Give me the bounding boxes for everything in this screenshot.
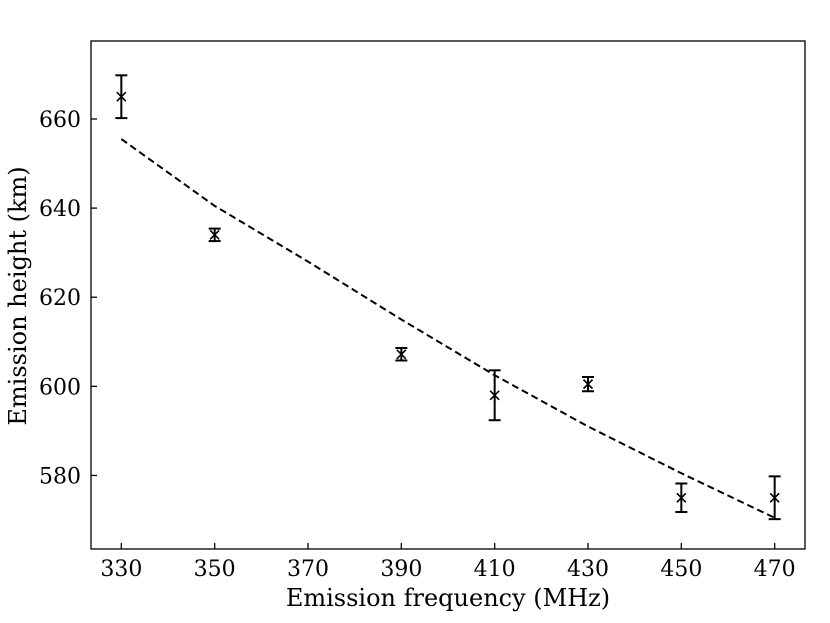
x-marker-stroke bbox=[676, 492, 687, 503]
x-axis-ticks: 330 350 370 390 410 430 450 470 bbox=[100, 543, 796, 582]
y-axis-ticks: 580 600 620 640 660 bbox=[39, 108, 97, 489]
x-marker-stroke bbox=[489, 390, 500, 401]
x-tick-label: 410 bbox=[474, 557, 516, 582]
x-tick-label: 350 bbox=[194, 557, 236, 582]
fit-curve-line bbox=[120, 138, 776, 519]
y-tick-label: 620 bbox=[39, 286, 81, 311]
data-point bbox=[675, 482, 688, 514]
data-points-layer bbox=[115, 74, 781, 521]
x-marker-stroke bbox=[396, 349, 407, 360]
fit-curve-layer bbox=[120, 138, 776, 519]
y-axis-label: Emission height (km) bbox=[4, 166, 32, 425]
data-point bbox=[395, 347, 408, 362]
data-point bbox=[488, 369, 501, 422]
y-tick-label: 660 bbox=[39, 108, 81, 133]
x-tick-label: 470 bbox=[754, 557, 796, 582]
data-point bbox=[768, 475, 781, 521]
x-marker-stroke bbox=[769, 492, 780, 503]
x-marker-stroke bbox=[116, 91, 127, 102]
data-point bbox=[582, 375, 594, 393]
data-point bbox=[115, 74, 128, 120]
x-tick-label: 390 bbox=[380, 557, 422, 582]
x-axis-label: Emission frequency (MHz) bbox=[286, 584, 610, 612]
y-tick-label: 640 bbox=[39, 197, 81, 222]
x-tick-label: 430 bbox=[567, 557, 609, 582]
data-point bbox=[208, 227, 221, 243]
y-tick-label: 580 bbox=[39, 464, 81, 489]
x-tick-label: 450 bbox=[660, 557, 702, 582]
y-tick-label: 600 bbox=[39, 375, 81, 400]
x-marker-stroke bbox=[209, 229, 220, 240]
x-tick-label: 330 bbox=[100, 557, 142, 582]
x-tick-label: 370 bbox=[287, 557, 329, 582]
x-marker-stroke bbox=[582, 379, 594, 390]
plot-frame bbox=[90, 40, 806, 550]
